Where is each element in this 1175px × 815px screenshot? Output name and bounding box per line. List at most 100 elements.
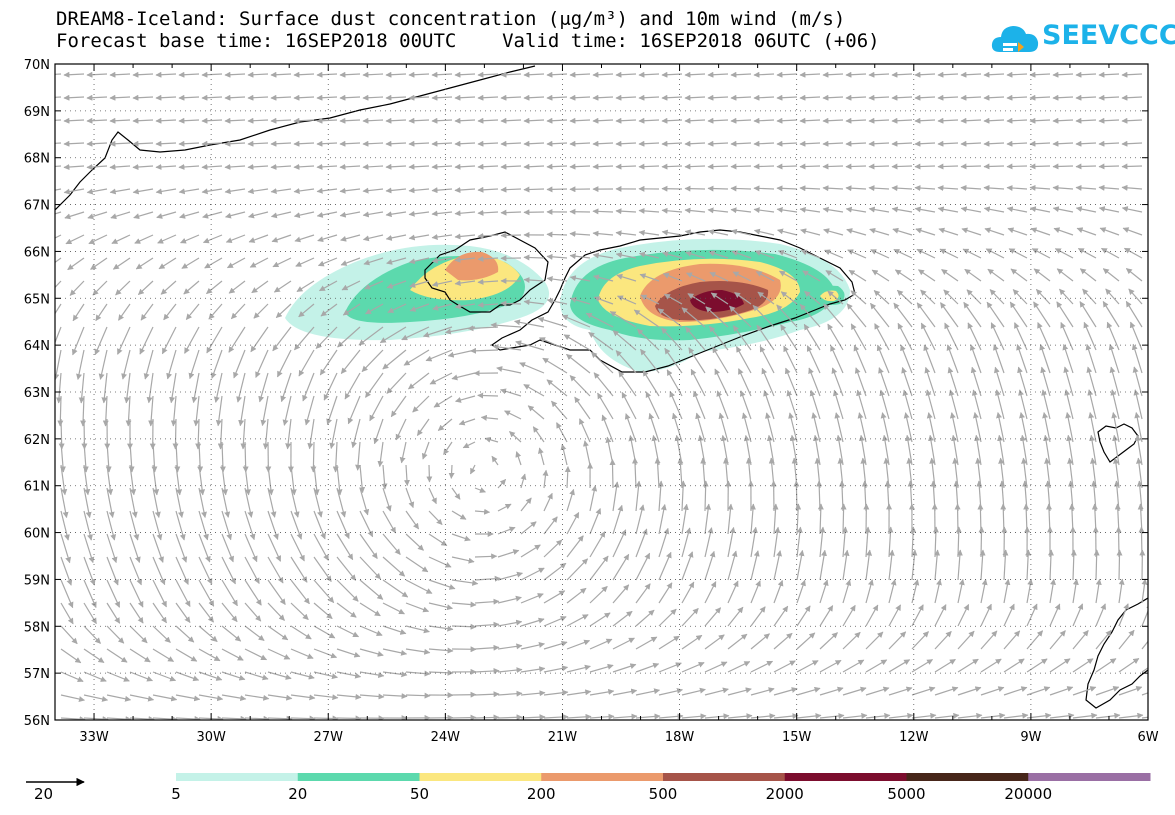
wind-arrow: [272, 257, 292, 268]
wind-arrow: [152, 487, 161, 518]
wind-arrow: [293, 94, 315, 101]
wind-arrow: [369, 395, 384, 422]
wind-arrow: [1017, 366, 1028, 397]
wind-arrow: [362, 211, 384, 218]
wind-arrow: [546, 163, 568, 170]
wind-arrow: [1049, 712, 1075, 719]
wind-arrow: [566, 713, 592, 720]
wind-arrow: [888, 659, 911, 673]
wind-arrow: [800, 228, 821, 236]
wind-arrow: [106, 464, 114, 496]
wind-arrow: [55, 188, 62, 191]
wind-arrow: [780, 324, 798, 351]
wind-arrow: [425, 349, 453, 362]
wind-arrow: [244, 556, 260, 585]
wind-arrow: [888, 604, 902, 627]
wind-arrow: [1006, 206, 1028, 213]
wind-arrow: [635, 713, 661, 720]
legend-swatch: [297, 773, 420, 781]
wind-arrow: [1085, 343, 1097, 374]
wind-arrow: [339, 211, 361, 218]
wind-arrow: [474, 598, 500, 605]
wind-arrow: [856, 389, 867, 420]
wind-arrow: [804, 290, 821, 305]
wind-arrow: [589, 612, 611, 627]
wind-arrow: [854, 367, 867, 397]
wind-arrow: [566, 558, 589, 581]
wind-arrow: [685, 326, 706, 351]
wind-arrow: [1006, 71, 1028, 78]
wind-arrow: [780, 291, 798, 305]
wind-arrow: [496, 366, 522, 374]
wind-arrow: [267, 464, 274, 496]
wind-arrow: [990, 322, 1005, 351]
legend-swatch: [906, 773, 1029, 781]
wind-arrow: [359, 693, 385, 700]
wind-arrow: [412, 395, 430, 413]
wind-arrow: [477, 209, 499, 216]
wind-arrow: [240, 418, 247, 450]
wind-arrow: [681, 551, 694, 581]
wind-arrow: [298, 349, 315, 377]
wind-arrow: [658, 713, 684, 720]
wind-arrow: [386, 372, 407, 394]
wind-arrow: [662, 251, 683, 259]
wind-arrow: [336, 510, 350, 540]
wind-arrow: [1025, 549, 1032, 581]
wind-arrow: [1141, 578, 1148, 604]
wind-arrow: [566, 488, 575, 512]
wind-arrow: [405, 692, 431, 699]
wind-arrow: [156, 211, 177, 219]
wind-arrow: [773, 605, 789, 627]
wind-arrow: [152, 694, 178, 702]
wind-arrow: [592, 117, 614, 124]
wind-arrow: [777, 249, 798, 259]
wind-arrow: [842, 659, 865, 673]
wind-arrow: [83, 464, 91, 496]
wind-arrow: [569, 71, 591, 78]
wind-arrow: [753, 228, 775, 236]
wind-arrow: [1100, 247, 1120, 259]
wind-arrow: [1075, 71, 1097, 78]
wind-arrow: [638, 229, 660, 236]
wind-arrow: [129, 464, 137, 496]
wind-arrow: [695, 412, 706, 443]
wind-arrow: [359, 671, 385, 678]
wind-arrow: [822, 163, 844, 170]
wind-arrow: [408, 117, 430, 124]
wind-arrow: [876, 344, 890, 374]
wind-arrow: [57, 395, 64, 427]
wind-arrow: [569, 275, 591, 282]
wind-arrow: [125, 395, 132, 427]
wind-arrow: [617, 295, 637, 305]
wind-arrow: [662, 272, 683, 282]
wind-arrow: [316, 211, 338, 218]
wind-arrow: [946, 344, 959, 374]
wind-arrow: [198, 556, 213, 585]
wind-arrow: [55, 142, 62, 144]
wind-arrow: [143, 349, 154, 380]
wind-arrow: [1141, 640, 1148, 650]
wind-arrow: [846, 303, 867, 328]
wind-arrow: [749, 503, 756, 535]
wind-arrow: [523, 299, 545, 306]
wind-arrow: [63, 94, 85, 101]
wind-arrow: [730, 163, 752, 170]
wind-arrow: [431, 117, 453, 124]
wind-arrow: [221, 715, 247, 720]
wind-arrow: [1064, 389, 1074, 420]
wind-arrow: [914, 206, 936, 213]
wind-arrow: [1079, 268, 1097, 282]
wind-arrow: [132, 71, 154, 78]
wind-arrow: [661, 327, 683, 351]
wind-arrow: [428, 625, 454, 632]
wind-arrow: [865, 549, 873, 581]
wind-arrow: [339, 187, 361, 194]
wind-arrow: [967, 322, 982, 351]
wind-arrow: [914, 71, 936, 78]
legend-label: 50: [410, 785, 429, 803]
wind-arrow: [1072, 686, 1097, 696]
wind-arrow: [385, 211, 407, 218]
wind-arrow: [405, 602, 430, 613]
wind-arrow: [408, 210, 430, 217]
